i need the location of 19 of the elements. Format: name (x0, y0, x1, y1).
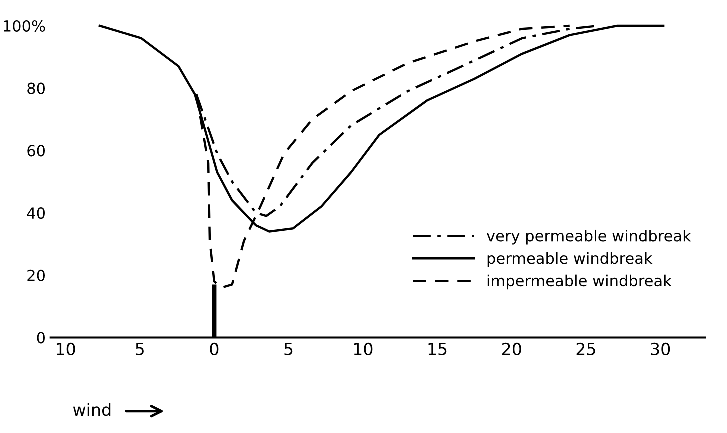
x-tick-label: 15 (428, 343, 447, 356)
x-tick-label: 30 (651, 342, 670, 356)
y-tick-label: 80 (28, 82, 46, 94)
y-tick-label: 0 (37, 332, 46, 344)
x-tick-label: 5 (136, 343, 144, 356)
x-tick-label: 10 (354, 342, 373, 356)
x-tick-label: 10 (56, 342, 76, 356)
x-tick-label: 20 (502, 342, 522, 356)
x-tick-label: 25 (576, 342, 596, 356)
y-tick-label: 60 (28, 145, 46, 157)
x-tick-label: 5 (284, 343, 293, 356)
y-tick-label: 100% (4, 20, 46, 32)
text: wind (73, 403, 111, 416)
y-tick-label: 20 (28, 270, 46, 282)
x-tick-label: 0 (210, 342, 219, 356)
y-tick-label: 40 (27, 208, 46, 220)
legend-label: impermeable windbreak (488, 274, 672, 290)
legend-label: permeable windbreak (488, 252, 653, 268)
legend-label: very permeable windbreak (486, 230, 692, 245)
